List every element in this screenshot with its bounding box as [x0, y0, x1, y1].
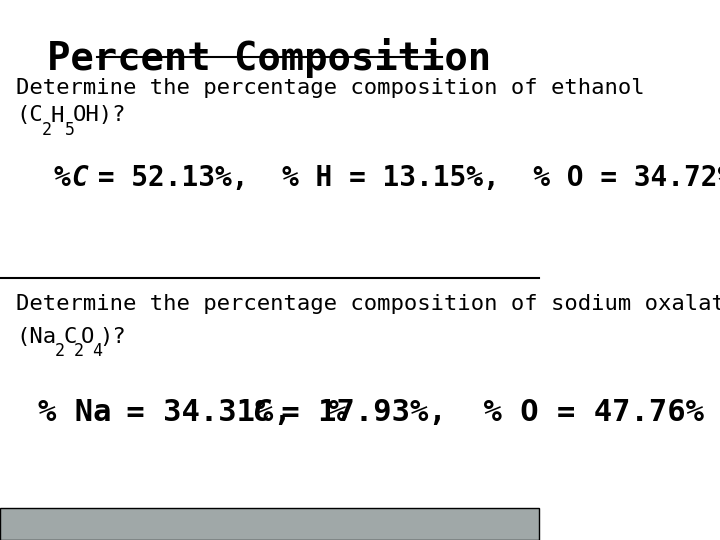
Text: O: O — [81, 327, 94, 347]
Text: OH)?: OH)? — [73, 105, 126, 125]
Text: 2: 2 — [73, 342, 84, 360]
Text: C: C — [252, 398, 271, 427]
Text: Determine the percentage composition of ethanol: Determine the percentage composition of … — [16, 78, 645, 98]
Text: 5: 5 — [65, 121, 75, 139]
Text: C: C — [71, 164, 88, 192]
Text: 4: 4 — [91, 342, 102, 360]
Text: 2: 2 — [42, 121, 52, 139]
Text: )?: )? — [99, 327, 127, 347]
Text: = 17.93%,  % O = 47.76%: = 17.93%, % O = 47.76% — [263, 398, 704, 427]
Text: 2: 2 — [55, 342, 65, 360]
Text: Percent Composition: Percent Composition — [48, 38, 492, 78]
Text: % Na: % Na — [37, 398, 111, 427]
Text: = 34.31%,  %: = 34.31%, % — [108, 398, 365, 427]
Text: = 52.13%,  % H = 13.15%,  % O = 34.72%: = 52.13%, % H = 13.15%, % O = 34.72% — [81, 164, 720, 192]
FancyBboxPatch shape — [0, 508, 539, 540]
Text: H: H — [50, 105, 63, 125]
Text: C: C — [63, 327, 76, 347]
Text: (C: (C — [16, 105, 43, 125]
Text: Determine the percentage composition of sodium oxalate: Determine the percentage composition of … — [16, 294, 720, 314]
Text: %: % — [54, 164, 87, 192]
Text: (Na: (Na — [16, 327, 56, 347]
